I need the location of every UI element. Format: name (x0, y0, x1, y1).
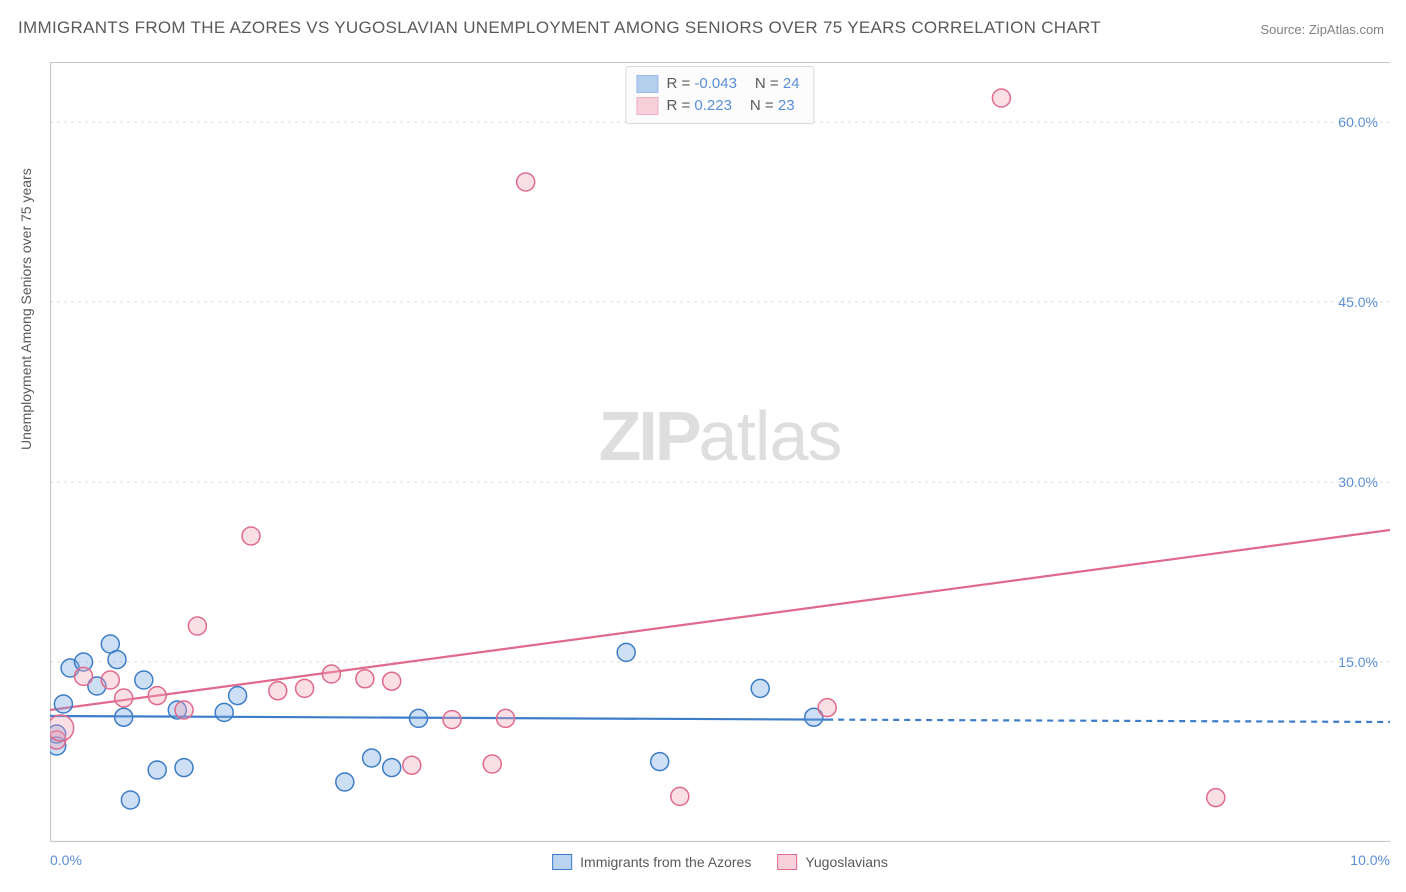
legend-stats-text: R = 0.223N = 23 (666, 95, 794, 117)
scatter-plot (50, 62, 1390, 842)
x-tick: 0.0% (50, 852, 82, 868)
legend-stats-row: R = -0.043N = 24 (636, 73, 799, 95)
y-tick: 30.0% (1338, 474, 1378, 490)
legend-stats: R = -0.043N = 24R = 0.223N = 23 (625, 66, 814, 124)
legend-series-item: Immigrants from the Azores (552, 854, 751, 870)
legend-swatch (552, 854, 572, 870)
y-axis-label: Unemployment Among Seniors over 75 years (18, 168, 34, 450)
y-tick: 45.0% (1338, 294, 1378, 310)
legend-swatch (777, 854, 797, 870)
chart-area: ZIPatlas R = -0.043N = 24R = 0.223N = 23… (50, 62, 1390, 842)
y-tick: 15.0% (1338, 654, 1378, 670)
y-tick: 60.0% (1338, 114, 1378, 130)
legend-label: Yugoslavians (805, 854, 888, 870)
legend-series: Immigrants from the Azores Yugoslavians (552, 854, 888, 870)
legend-series-item: Yugoslavians (777, 854, 888, 870)
x-tick: 10.0% (1350, 852, 1390, 868)
source-attribution: Source: ZipAtlas.com (1260, 22, 1384, 37)
legend-swatch (636, 75, 658, 93)
legend-swatch (636, 97, 658, 115)
legend-label: Immigrants from the Azores (580, 854, 751, 870)
legend-stats-row: R = 0.223N = 23 (636, 95, 799, 117)
chart-title: IMMIGRANTS FROM THE AZORES VS YUGOSLAVIA… (18, 18, 1101, 38)
legend-stats-text: R = -0.043N = 24 (666, 73, 799, 95)
